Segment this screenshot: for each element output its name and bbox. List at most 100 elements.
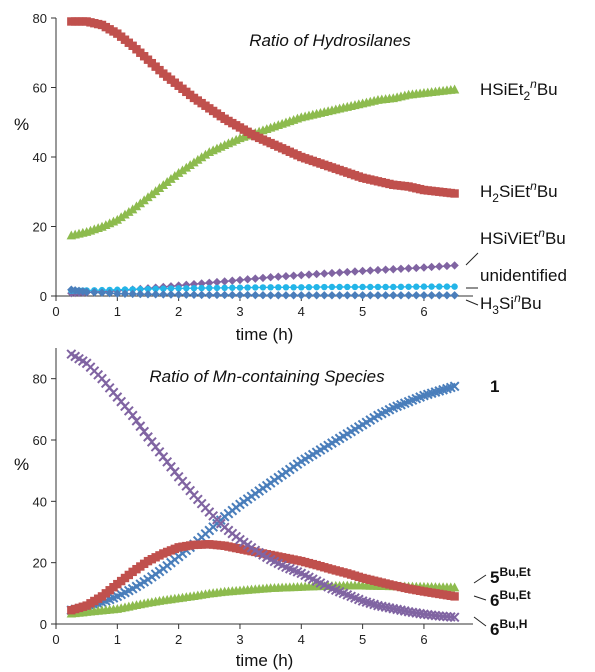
data-point xyxy=(335,268,344,277)
data-point xyxy=(328,283,336,291)
data-point xyxy=(235,290,245,300)
data-point xyxy=(443,283,451,290)
data-point xyxy=(212,290,222,300)
data-point xyxy=(183,285,190,292)
y-tick-label: 0 xyxy=(40,617,47,632)
data-point xyxy=(97,288,107,297)
data-point xyxy=(275,284,282,291)
x-axis-label: time (h) xyxy=(236,651,294,670)
data-point xyxy=(236,284,244,291)
data-point xyxy=(206,284,213,292)
data-point xyxy=(450,291,459,300)
x-tick-label: 1 xyxy=(114,632,121,647)
x-tick-label: 0 xyxy=(52,632,59,647)
y-axis-label: % xyxy=(14,115,29,134)
data-point xyxy=(312,269,321,279)
label-leader-line xyxy=(465,252,479,266)
data-point xyxy=(373,265,383,275)
y-tick-label: 80 xyxy=(33,372,47,387)
series-6Bu,Et xyxy=(67,540,459,615)
data-point xyxy=(78,287,88,296)
y-tick-label: 0 xyxy=(40,289,47,304)
data-point xyxy=(144,285,152,293)
data-point xyxy=(389,265,398,274)
y-tick-label: 60 xyxy=(33,433,47,448)
data-point xyxy=(428,283,435,290)
data-point xyxy=(335,291,344,300)
series-label: 6Bu,Et xyxy=(490,588,531,610)
series-label: 1 xyxy=(490,377,499,396)
data-point xyxy=(124,207,134,216)
x-tick-label: 5 xyxy=(359,632,366,647)
data-point xyxy=(343,291,352,300)
data-point xyxy=(304,270,314,279)
data-point xyxy=(205,278,214,287)
x-tick-label: 0 xyxy=(52,304,59,319)
data-point xyxy=(252,284,259,291)
data-point xyxy=(412,263,421,273)
data-point xyxy=(367,283,374,291)
data-point xyxy=(197,290,206,300)
data-point xyxy=(139,426,150,437)
data-point xyxy=(258,291,268,300)
data-point xyxy=(344,283,351,291)
data-point xyxy=(220,277,229,286)
x-tick-label: 2 xyxy=(175,632,182,647)
data-point xyxy=(244,284,251,291)
series-label: H3SinBu xyxy=(480,291,542,317)
data-point xyxy=(193,154,203,164)
data-point xyxy=(185,160,195,170)
data-point xyxy=(228,290,237,300)
data-point xyxy=(152,285,159,293)
data-point xyxy=(304,291,314,300)
data-point xyxy=(366,291,375,300)
label-leader-line xyxy=(473,595,487,601)
data-point xyxy=(436,283,443,290)
data-point xyxy=(136,289,145,299)
data-point xyxy=(116,212,126,222)
y-tick-label: 40 xyxy=(33,150,47,165)
data-point xyxy=(113,289,122,298)
y-axis-label: % xyxy=(14,455,29,474)
data-point xyxy=(175,285,182,292)
x-tick-label: 6 xyxy=(420,632,427,647)
data-point xyxy=(129,286,136,293)
data-point xyxy=(120,209,130,219)
data-point xyxy=(213,284,221,292)
data-point xyxy=(282,284,290,291)
series-label: 6Bu,H xyxy=(490,617,527,639)
data-point xyxy=(350,267,360,276)
data-point xyxy=(189,290,199,299)
data-point xyxy=(197,279,206,288)
data-point xyxy=(389,291,398,300)
label-leader-line xyxy=(473,574,487,584)
data-point xyxy=(281,291,291,300)
data-point xyxy=(177,165,188,175)
data-point xyxy=(404,291,413,300)
data-point xyxy=(281,271,291,281)
y-tick-label: 60 xyxy=(33,81,47,96)
data-point xyxy=(450,189,459,198)
data-point xyxy=(405,283,412,290)
data-point xyxy=(266,273,275,282)
data-point xyxy=(221,284,228,292)
data-point xyxy=(67,285,76,294)
data-point xyxy=(373,291,383,300)
x-axis-label: time (h) xyxy=(236,325,294,344)
data-point xyxy=(228,276,237,285)
data-point xyxy=(382,283,389,291)
data-point xyxy=(381,265,390,274)
data-point xyxy=(327,291,337,300)
data-point xyxy=(131,415,142,426)
data-point xyxy=(381,291,390,300)
x-tick-label: 5 xyxy=(359,304,366,319)
data-point xyxy=(259,284,267,291)
data-point xyxy=(396,264,406,274)
data-point xyxy=(450,261,459,270)
data-point xyxy=(413,283,420,290)
data-point xyxy=(251,274,260,283)
data-point xyxy=(359,283,366,291)
